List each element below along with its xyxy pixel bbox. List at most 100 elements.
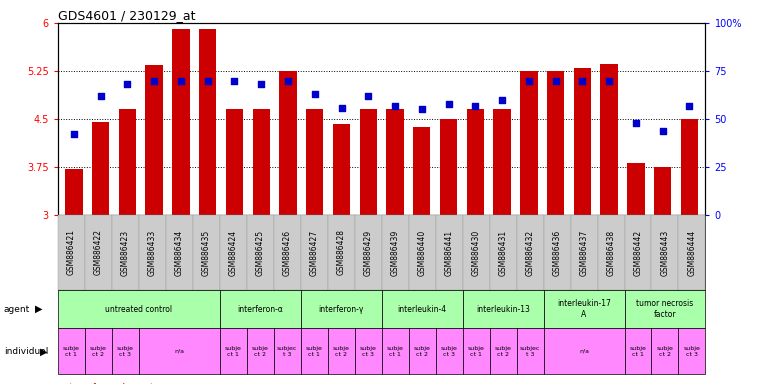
Bar (520, 71, 537, 215)
Text: ■ transformed count: ■ transformed count (58, 383, 153, 384)
Bar (306, 109, 324, 215)
Bar (466, 109, 484, 215)
Bar (493, 109, 510, 215)
Bar (226, 109, 243, 215)
Point (201, 78, 214, 84)
Bar (253, 109, 270, 215)
Point (443, 101, 455, 107)
Point (496, 97, 508, 103)
Text: subje
ct 3: subje ct 3 (441, 346, 457, 357)
Point (603, 78, 615, 84)
Text: subje
ct 2: subje ct 2 (495, 346, 511, 357)
Text: interleukin-13: interleukin-13 (476, 305, 530, 314)
Bar (386, 109, 404, 215)
Text: GSM886433: GSM886433 (148, 229, 157, 276)
Text: GSM886432: GSM886432 (526, 229, 534, 276)
Text: agent: agent (4, 305, 30, 314)
Text: subje
ct 1: subje ct 1 (387, 346, 403, 357)
Text: GSM886430: GSM886430 (472, 229, 480, 276)
Text: subje
ct 1: subje ct 1 (630, 346, 646, 357)
Text: subje
ct 1: subje ct 1 (63, 346, 79, 357)
Text: subjec
t 3: subjec t 3 (277, 346, 298, 357)
Point (148, 78, 160, 84)
Text: n/a: n/a (174, 349, 184, 354)
Text: interleukin-4: interleukin-4 (398, 305, 446, 314)
Text: subje
ct 2: subje ct 2 (333, 346, 349, 357)
Bar (574, 68, 591, 215)
Text: GSM886437: GSM886437 (580, 229, 588, 276)
Text: interleukin-17
A: interleukin-17 A (557, 300, 611, 319)
Text: GSM886442: GSM886442 (634, 229, 642, 276)
Point (308, 91, 321, 97)
Text: GSM886423: GSM886423 (121, 229, 130, 276)
Text: subje
ct 3: subje ct 3 (117, 346, 133, 357)
Text: GSM886425: GSM886425 (256, 229, 264, 276)
Text: subje
ct 1: subje ct 1 (306, 346, 322, 357)
Text: subje
ct 3: subje ct 3 (360, 346, 376, 357)
Bar (199, 30, 217, 215)
Text: subje
ct 1: subje ct 1 (225, 346, 241, 357)
Point (121, 81, 133, 88)
Bar (146, 65, 163, 215)
Point (362, 93, 375, 99)
Point (683, 103, 695, 109)
Point (335, 104, 348, 111)
Text: individual: individual (4, 347, 49, 356)
Text: GSM886434: GSM886434 (175, 229, 183, 276)
Bar (413, 127, 430, 215)
Text: GSM886421: GSM886421 (67, 230, 76, 275)
Bar (92, 122, 109, 215)
Text: GSM886438: GSM886438 (607, 229, 615, 276)
Bar (601, 64, 618, 215)
Text: GSM886427: GSM886427 (310, 229, 318, 276)
Bar (66, 169, 82, 215)
Text: subje
ct 1: subje ct 1 (468, 346, 484, 357)
Bar (119, 109, 136, 215)
Text: GSM886443: GSM886443 (661, 229, 669, 276)
Point (282, 78, 295, 84)
Point (255, 81, 268, 88)
Point (95, 93, 107, 99)
Bar (172, 30, 190, 215)
Point (416, 106, 428, 113)
Text: GSM886436: GSM886436 (553, 229, 561, 276)
Text: interferon-γ: interferon-γ (318, 305, 364, 314)
Point (550, 78, 562, 84)
Text: GSM886424: GSM886424 (229, 229, 237, 276)
Text: subje
ct 2: subje ct 2 (252, 346, 268, 357)
Point (656, 127, 668, 134)
Text: GSM886429: GSM886429 (364, 229, 372, 276)
Text: untreated control: untreated control (105, 305, 173, 314)
Text: tumor necrosis
factor: tumor necrosis factor (636, 300, 694, 319)
Text: subje
ct 2: subje ct 2 (90, 346, 106, 357)
Point (630, 120, 642, 126)
Point (175, 78, 187, 84)
Text: ▶: ▶ (35, 304, 42, 314)
Bar (547, 71, 564, 215)
Text: GSM886422: GSM886422 (94, 230, 103, 275)
Bar (681, 119, 698, 215)
Text: n/a: n/a (579, 349, 589, 354)
Text: GDS4601 / 230129_at: GDS4601 / 230129_at (58, 9, 195, 22)
Bar (359, 109, 377, 215)
Text: GSM886428: GSM886428 (337, 230, 345, 275)
Text: subje
ct 2: subje ct 2 (414, 346, 430, 357)
Text: GSM886426: GSM886426 (283, 229, 291, 276)
Text: subje
ct 3: subje ct 3 (684, 346, 700, 357)
Point (228, 78, 241, 84)
Bar (439, 119, 457, 215)
Point (576, 78, 588, 84)
Text: GSM886431: GSM886431 (499, 229, 507, 276)
Text: subjec
t 3: subjec t 3 (520, 346, 540, 357)
Point (469, 103, 481, 109)
Bar (333, 124, 350, 215)
Text: interferon-α: interferon-α (237, 305, 283, 314)
Point (523, 78, 535, 84)
Point (389, 103, 401, 109)
Text: GSM886435: GSM886435 (202, 229, 210, 276)
Bar (627, 162, 645, 215)
Text: subje
ct 2: subje ct 2 (657, 346, 673, 357)
Text: GSM886444: GSM886444 (688, 229, 696, 276)
Text: ▶: ▶ (40, 346, 48, 356)
Text: GSM886441: GSM886441 (445, 229, 453, 276)
